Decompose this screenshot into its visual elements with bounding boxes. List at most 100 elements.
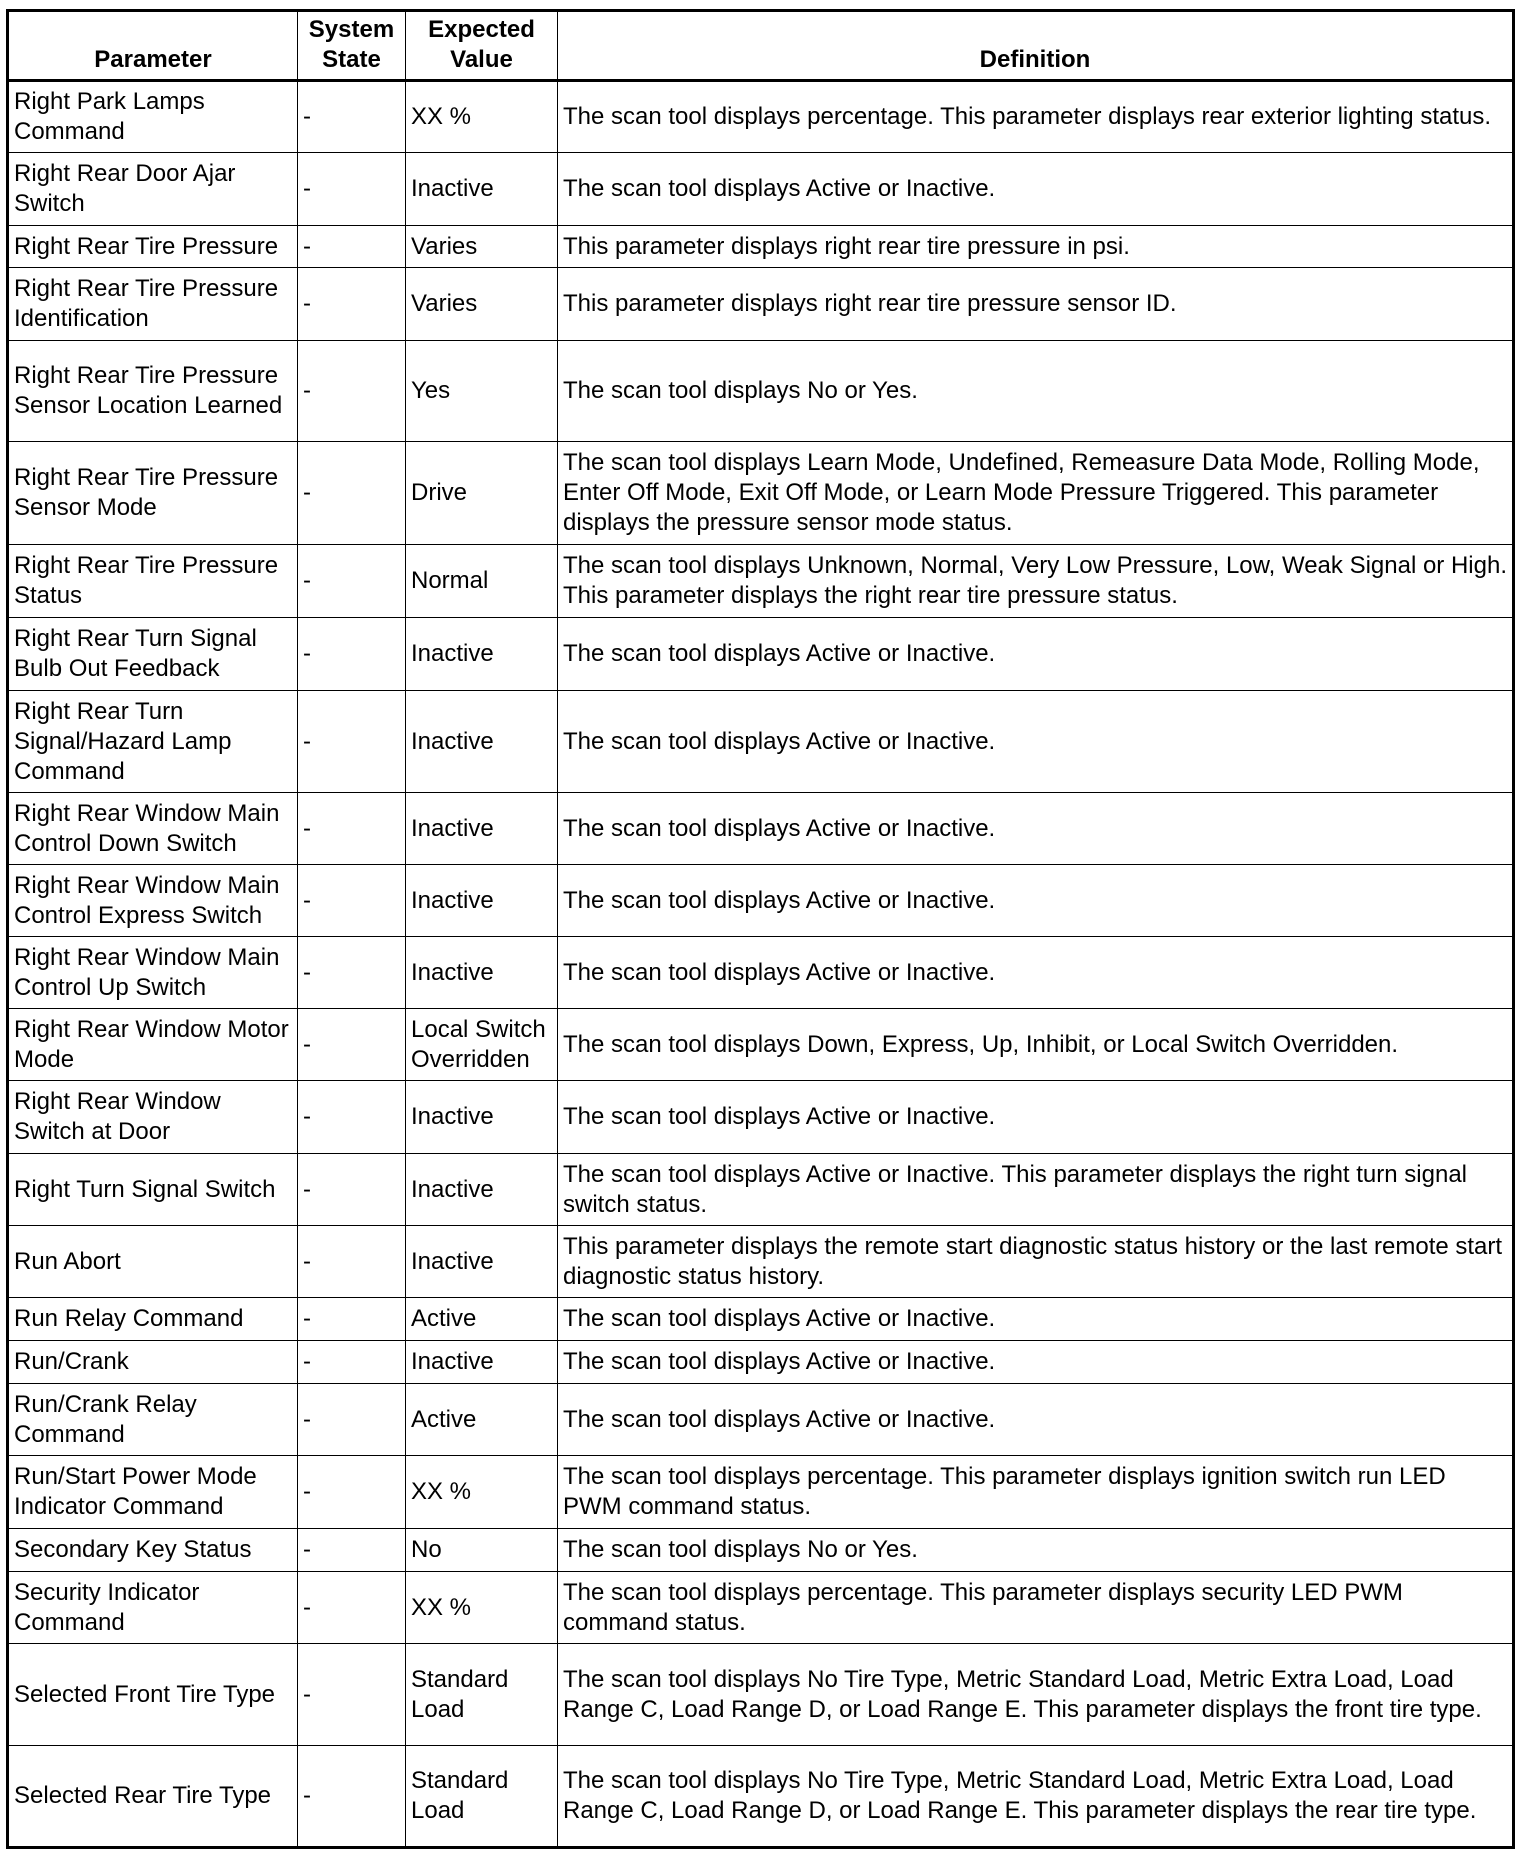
parameter-table: Parameter System State Expected Value De… <box>6 9 1515 1849</box>
system-state-cell: - <box>297 617 406 691</box>
definition-cell: The scan tool displays Learn Mode, Undef… <box>557 441 1514 545</box>
expected-value-cell: Standard Load <box>405 1643 558 1746</box>
expected-value-cell: Inactive <box>405 864 558 937</box>
definition-cell: The scan tool displays percentage. This … <box>557 80 1514 153</box>
parameter-cell: Run Relay Command <box>7 1297 298 1341</box>
table-row: Right Rear Turn Signal Bulb Out Feedback… <box>7 617 1514 691</box>
table-row: Right Rear Tire Pressure Sensor Location… <box>7 340 1514 442</box>
definition-cell: The scan tool displays No Tire Type, Met… <box>557 1745 1514 1848</box>
definition-cell: The scan tool displays Active or Inactiv… <box>557 1383 1514 1456</box>
expected-value-cell: XX % <box>405 1455 558 1529</box>
expected-value-cell: XX % <box>405 1571 558 1644</box>
expected-value-cell: Active <box>405 1383 558 1456</box>
definition-cell: The scan tool displays Active or Inactiv… <box>557 690 1514 793</box>
system-state-cell: - <box>297 1297 406 1341</box>
definition-cell: The scan tool displays percentage. This … <box>557 1455 1514 1529</box>
definition-cell: The scan tool displays Active or Inactiv… <box>557 1080 1514 1154</box>
system-state-cell: - <box>297 267 406 341</box>
table-row: Right Rear Window Switch at Door - Inactiv… <box>7 1080 1514 1154</box>
table-row: Right Rear Tire Pressure Sensor Mode - Dri… <box>7 441 1514 545</box>
parameter-cell: Right Rear Door Ajar Switch <box>7 152 298 226</box>
definition-cell: The scan tool displays Active or Inactiv… <box>557 617 1514 691</box>
system-state-cell: - <box>297 1643 406 1746</box>
expected-value-cell: Inactive <box>405 1340 558 1384</box>
system-state-cell: - <box>297 1080 406 1154</box>
definition-cell: The scan tool displays Active or Inactiv… <box>557 1340 1514 1384</box>
system-state-cell: - <box>297 1153 406 1226</box>
table-row: Right Rear Tire Pressure Status - Normal Th… <box>7 544 1514 618</box>
system-state-cell: - <box>297 792 406 865</box>
table-row: Secondary Key Status - No The scan tool dis… <box>7 1528 1514 1572</box>
definition-cell: The scan tool displays Active or Inactiv… <box>557 864 1514 937</box>
table-row: Right Rear Window Main Control Up Switch… <box>7 936 1514 1009</box>
parameter-cell: Run Abort <box>7 1225 298 1298</box>
table-row: Selected Front Tire Type - Standard Load Th… <box>7 1643 1514 1746</box>
parameter-cell: Right Rear Window Motor Mode <box>7 1008 298 1081</box>
parameter-cell: Right Rear Tire Pressure Identification <box>7 267 298 341</box>
definition-cell: The scan tool displays Active or Inactiv… <box>557 792 1514 865</box>
expected-value-cell: XX % <box>405 80 558 153</box>
system-state-cell: - <box>297 1383 406 1456</box>
parameter-cell: Selected Rear Tire Type <box>7 1745 298 1848</box>
parameter-cell: Right Rear Tire Pressure Sensor Location… <box>7 340 298 442</box>
table-row: Run/Crank - Inactive The scan tool displays… <box>7 1340 1514 1384</box>
expected-value-cell: Inactive <box>405 617 558 691</box>
table-row: Right Turn Signal Switch - Inactive The sca… <box>7 1153 1514 1226</box>
header-parameter: Parameter <box>7 10 298 81</box>
parameter-cell: Run/Crank <box>7 1340 298 1384</box>
definition-cell: The scan tool displays Active or Inactiv… <box>557 1153 1514 1226</box>
expected-value-cell: Inactive <box>405 792 558 865</box>
system-state-cell: - <box>297 1340 406 1384</box>
expected-value-cell: Varies <box>405 267 558 341</box>
header-definition: Definition <box>557 10 1514 81</box>
expected-value-cell: Varies <box>405 225 558 268</box>
parameter-cell: Right Rear Window Switch at Door <box>7 1080 298 1154</box>
table-row: Run Abort - Inactive This parameter display… <box>7 1225 1514 1298</box>
expected-value-cell: Inactive <box>405 1080 558 1154</box>
expected-value-cell: Inactive <box>405 690 558 793</box>
expected-value-cell: Inactive <box>405 936 558 1009</box>
definition-cell: The scan tool displays Active or Inactiv… <box>557 1297 1514 1341</box>
system-state-cell: - <box>297 1455 406 1529</box>
table-row: Right Rear Tire Pressure - Varies This para… <box>7 225 1514 268</box>
parameter-cell: Right Rear Window Main Control Up Switch <box>7 936 298 1009</box>
expected-value-cell: Drive <box>405 441 558 545</box>
parameter-cell: Right Rear Turn Signal/Hazard Lamp Comma… <box>7 690 298 793</box>
system-state-cell: - <box>297 152 406 226</box>
definition-cell: The scan tool displays No or Yes. <box>557 340 1514 442</box>
parameter-cell: Right Rear Window Main Control Down Swit… <box>7 792 298 865</box>
header-row: Parameter System State Expected Value De… <box>7 10 1514 81</box>
definition-cell: The scan tool displays Unknown, Normal, … <box>557 544 1514 618</box>
expected-value-cell: Standard Load <box>405 1745 558 1848</box>
system-state-cell: - <box>297 864 406 937</box>
definition-cell: The scan tool displays percentage. This … <box>557 1571 1514 1644</box>
definition-cell: The scan tool displays No or Yes. <box>557 1528 1514 1572</box>
system-state-cell: - <box>297 441 406 545</box>
definition-cell: The scan tool displays No Tire Type, Met… <box>557 1643 1514 1746</box>
parameter-cell: Run/Start Power Mode Indicator Command <box>7 1455 298 1529</box>
table-row: Right Rear Window Main Control Express S… <box>7 864 1514 937</box>
expected-value-cell: Local Switch Overridden <box>405 1008 558 1081</box>
table-row: Right Rear Window Motor Mode - Local Switc… <box>7 1008 1514 1081</box>
definition-cell: This parameter displays the remote start… <box>557 1225 1514 1298</box>
table-row: Security Indicator Command - XX % The scan … <box>7 1571 1514 1644</box>
table-row: Right Rear Turn Signal/Hazard Lamp Comma… <box>7 690 1514 793</box>
parameter-cell: Right Rear Tire Pressure Status <box>7 544 298 618</box>
table-row: Right Rear Tire Pressure Identification -… <box>7 267 1514 341</box>
system-state-cell: - <box>297 936 406 1009</box>
table-row: Selected Rear Tire Type - Standard Load The… <box>7 1745 1514 1848</box>
parameter-cell: Right Rear Tire Pressure Sensor Mode <box>7 441 298 545</box>
definition-cell: This parameter displays right rear tire … <box>557 225 1514 268</box>
parameter-cell: Run/Crank Relay Command <box>7 1383 298 1456</box>
system-state-cell: - <box>297 80 406 153</box>
system-state-cell: - <box>297 1008 406 1081</box>
table-row: Run/Crank Relay Command - Active The scan t… <box>7 1383 1514 1456</box>
definition-cell: The scan tool displays Active or Inactiv… <box>557 936 1514 1009</box>
system-state-cell: - <box>297 225 406 268</box>
parameter-cell: Right Rear Tire Pressure <box>7 225 298 268</box>
parameter-cell: Security Indicator Command <box>7 1571 298 1644</box>
table-row: Run/Start Power Mode Indicator Command - X… <box>7 1455 1514 1529</box>
system-state-cell: - <box>297 1745 406 1848</box>
expected-value-cell: Inactive <box>405 1153 558 1226</box>
expected-value-cell: Yes <box>405 340 558 442</box>
